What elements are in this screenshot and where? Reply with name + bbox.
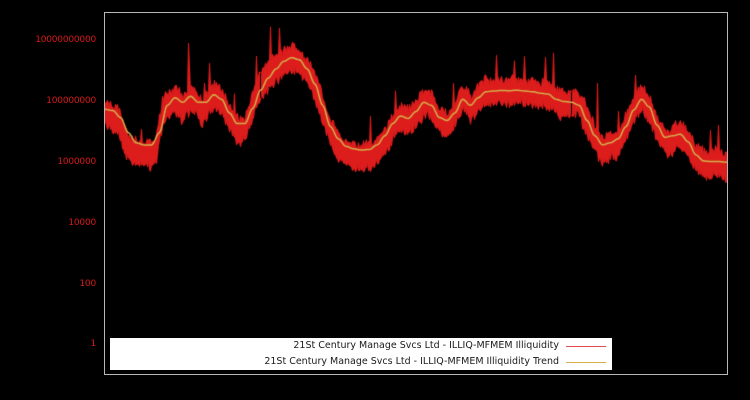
line-swatch-trend-icon <box>566 361 606 363</box>
plot-area <box>104 12 728 375</box>
legend-label-series: 21St Century Manage Svcs Ltd - ILLIQ-MFM… <box>293 340 559 351</box>
y-tick-label: 10000000000 <box>35 35 96 45</box>
series-canvas <box>105 13 727 374</box>
y-tick-label: 10000 <box>68 218 96 228</box>
line-swatch-series-icon <box>566 345 606 347</box>
legend-entry-trend: 21St Century Manage Svcs Ltd - ILLIQ-MFM… <box>110 354 612 370</box>
legend-label-trend: 21St Century Manage Svcs Ltd - ILLIQ-MFM… <box>264 356 559 367</box>
y-tick-label: 1 <box>90 339 96 349</box>
y-tick-label: 100000000 <box>46 96 96 106</box>
legend-entry-series: 21St Century Manage Svcs Ltd - ILLIQ-MFM… <box>110 338 612 354</box>
y-tick-label: 1000000 <box>57 157 96 167</box>
legend: 21St Century Manage Svcs Ltd - ILLIQ-MFM… <box>110 338 612 370</box>
y-axis: 10000000000 100000000 1000000 10000 100 … <box>0 0 104 400</box>
y-tick-label: 100 <box>79 279 96 289</box>
